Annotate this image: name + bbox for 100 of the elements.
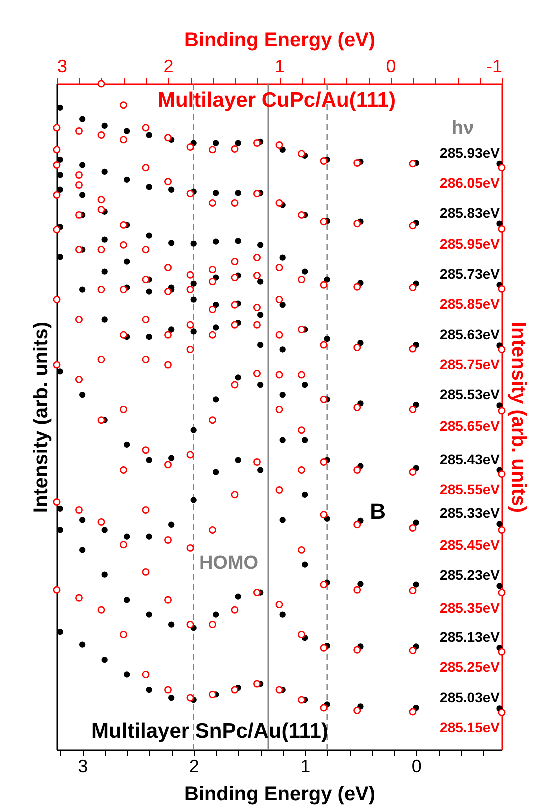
point [124, 442, 130, 448]
point [324, 276, 330, 283]
point [146, 686, 152, 694]
point [102, 527, 108, 534]
y-axis-title: Intensity (arb. units) [30, 322, 52, 514]
point [302, 492, 308, 498]
point [102, 316, 108, 323]
point [258, 342, 264, 348]
point [190, 296, 197, 303]
point [168, 622, 175, 628]
point [235, 594, 242, 600]
point [80, 392, 86, 398]
point [496, 402, 503, 409]
point [102, 236, 108, 243]
point [124, 534, 130, 540]
x2-tick-label: 2 [164, 56, 174, 76]
x-tick-label: 2 [189, 756, 200, 776]
point [146, 232, 152, 239]
point [235, 457, 242, 464]
point [213, 324, 220, 331]
point [190, 427, 197, 434]
point [102, 268, 108, 275]
series-label: 286.05eV [440, 174, 501, 191]
x-axis-title: Binding Energy (eV) [184, 784, 376, 806]
point [146, 132, 152, 138]
series-label: 285.53eV [440, 386, 501, 403]
point [80, 286, 86, 293]
point [280, 346, 286, 353]
point [302, 437, 308, 444]
point [80, 517, 86, 524]
point [146, 334, 152, 340]
series-label: 285.15eV [440, 720, 501, 736]
annotation: HOMO [199, 553, 259, 574]
point [413, 520, 420, 526]
series-label: 285.95eV [440, 236, 501, 252]
point [258, 312, 264, 318]
x-tick-label: 3 [78, 756, 88, 776]
point [496, 521, 503, 528]
point [190, 240, 197, 247]
series-label: 285.75eV [440, 356, 501, 373]
series-label: 285.83eV [440, 204, 501, 221]
point [235, 140, 242, 146]
point [213, 469, 220, 476]
point [235, 374, 242, 381]
x2-tick-label: 1 [274, 56, 286, 76]
series-label: 285.13eV [440, 629, 501, 646]
point [168, 694, 175, 702]
point [80, 192, 86, 198]
point [280, 392, 286, 398]
y2-axis-title: Intensity (arb. units) [508, 322, 530, 514]
point [102, 572, 108, 578]
point [258, 467, 264, 474]
point [57, 104, 64, 112]
point [168, 326, 175, 333]
annotation: hν [452, 118, 474, 139]
series-label: 285.23eV [440, 567, 501, 584]
annotation: Multilayer SnPc/Au(111) [92, 720, 328, 743]
series-label: 285.03eV [440, 690, 501, 706]
point [213, 612, 220, 618]
point [213, 190, 220, 196]
point [102, 168, 108, 175]
point [280, 517, 286, 524]
point [146, 288, 152, 295]
series-label: 285.93eV [440, 144, 501, 161]
point [124, 128, 130, 134]
x2-tick-label: 0 [386, 56, 396, 76]
point [190, 328, 197, 335]
point [280, 437, 286, 444]
series-label: 285.85eV [440, 296, 501, 312]
point [80, 642, 86, 648]
point [146, 184, 152, 190]
point [280, 302, 286, 308]
point [213, 238, 220, 245]
point [235, 190, 242, 196]
x-tick-label: 1 [300, 756, 311, 776]
point [213, 140, 220, 146]
series-label: 285.73eV [440, 266, 501, 282]
series-label: 285.35eV [440, 600, 501, 616]
point [235, 238, 242, 244]
point [102, 122, 108, 130]
series-label: 285.43eV [440, 451, 501, 468]
point [496, 583, 503, 590]
point [258, 278, 264, 285]
point [168, 186, 175, 193]
point [413, 402, 420, 408]
point [168, 455, 175, 462]
series-label: 285.63eV [440, 326, 501, 343]
point [124, 597, 130, 604]
point [413, 582, 420, 588]
point [168, 522, 175, 528]
point [190, 280, 197, 287]
point [146, 457, 152, 464]
x-tick-label: 0 [412, 756, 422, 776]
series-label: 285.55eV [440, 481, 501, 498]
point [124, 258, 130, 265]
point [213, 396, 220, 403]
annotation: B [370, 499, 386, 524]
point [124, 672, 130, 678]
point [280, 254, 286, 261]
point [302, 382, 308, 388]
